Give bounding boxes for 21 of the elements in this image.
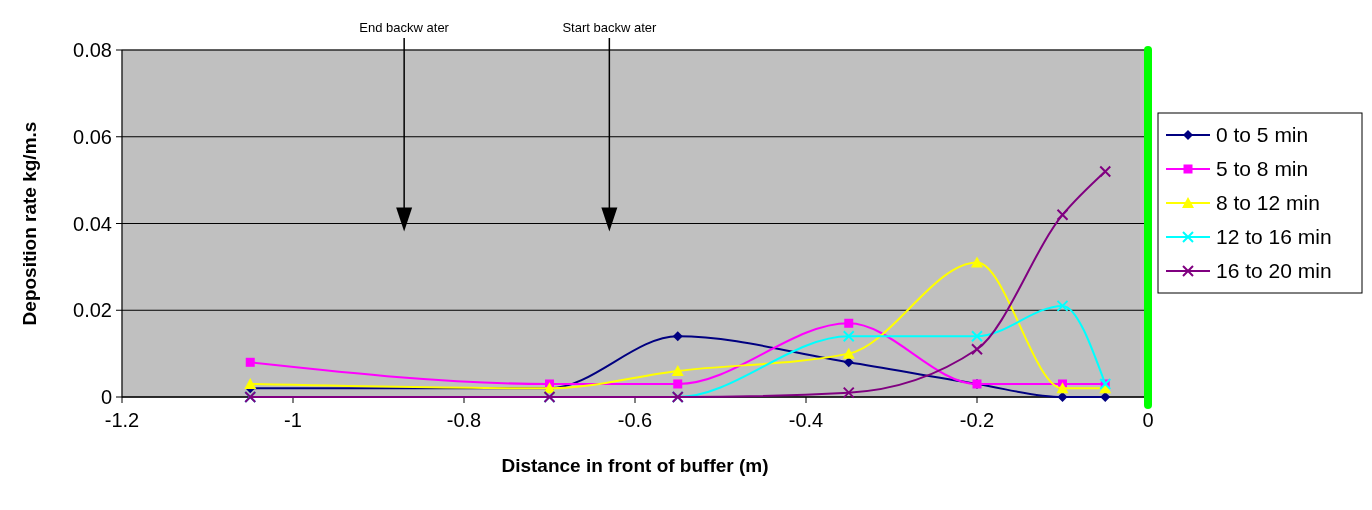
y-tick-label: 0.04 — [73, 212, 112, 235]
legend-label: 16 to 20 min — [1216, 259, 1332, 283]
text: End backw ater — [359, 20, 450, 35]
legend-label: 5 to 8 min — [1216, 157, 1309, 181]
y-tick-label: 0.06 — [73, 125, 112, 148]
legend-label: 12 to 16 min — [1216, 225, 1332, 249]
y-tick-label: 0.08 — [73, 39, 112, 61]
text: Start backw ater — [562, 20, 657, 35]
x-tick-label: -0.2 — [959, 409, 995, 431]
y-axis-title: Deposition rate kg/m.s — [19, 121, 40, 326]
y-tick-label: 0.02 — [73, 299, 112, 322]
x-tick-label: -1.2 — [104, 409, 140, 431]
x-axis-title: Distance in front of buffer (m) — [501, 455, 769, 476]
x-tick-label: -0.4 — [788, 409, 824, 431]
y-tick-label: 0 — [100, 386, 112, 408]
x-tick-label: 0 — [1142, 409, 1154, 431]
legend-label: 8 to 12 min — [1216, 191, 1320, 215]
legend-label: 0 to 5 min — [1216, 123, 1309, 147]
x-tick-label: -1 — [284, 409, 302, 431]
x-tick-label: -0.6 — [617, 409, 653, 431]
x-tick-label: -0.8 — [446, 409, 482, 431]
